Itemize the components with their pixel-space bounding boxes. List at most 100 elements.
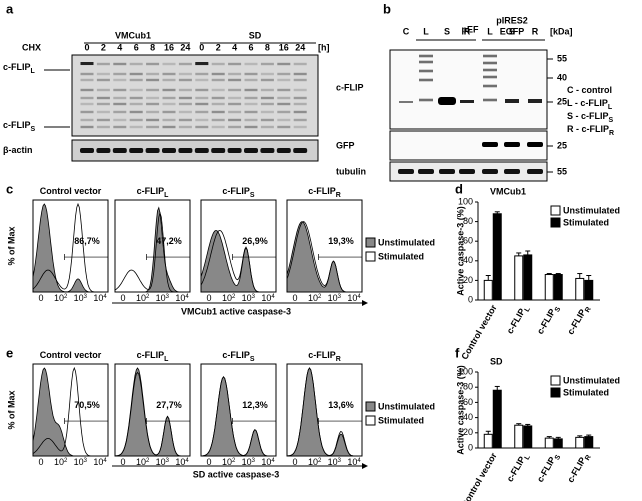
band (162, 125, 176, 129)
histogram-title-sub: R (336, 356, 341, 363)
x-tick-label-main: 0 (292, 293, 297, 303)
band (293, 88, 307, 92)
legend-entry-main: C - control (567, 85, 612, 95)
bar (544, 437, 554, 449)
band (96, 125, 110, 129)
histogram-curve (32, 202, 108, 293)
y-tick-label: 40 (463, 255, 473, 265)
x-tick-label-main: c-FLIP (505, 455, 527, 484)
band (112, 148, 127, 153)
band (228, 62, 242, 66)
x-tick-label-sup: 4 (103, 458, 107, 464)
histogram-title-sub: L (164, 192, 169, 199)
band (277, 72, 291, 76)
band (146, 62, 160, 66)
band (195, 78, 209, 82)
band (96, 78, 110, 82)
band (113, 78, 127, 82)
bar (584, 436, 594, 449)
legend-label: Stimulated (563, 217, 609, 227)
x-tick-label: 102 (308, 293, 322, 303)
histogram-title-main: c-FLIP (222, 350, 250, 360)
legend-label: Unstimulated (378, 237, 435, 247)
band (277, 78, 291, 82)
x-tick-label-sup: 4 (271, 294, 275, 300)
histogram-title-main: c-FLIP (137, 350, 165, 360)
panel-label: f (455, 345, 460, 360)
band (178, 118, 192, 122)
band (504, 169, 520, 174)
band (129, 72, 143, 76)
x-tick-label: 104 (261, 457, 275, 467)
error-bar (525, 423, 531, 426)
marker-label: 25 (557, 96, 567, 106)
gate-percent: 27,7% (156, 400, 182, 410)
band (438, 97, 456, 105)
band (228, 110, 242, 114)
legend-entry-main: S - c-FLIP (567, 111, 609, 121)
band (260, 118, 274, 122)
band (482, 142, 498, 147)
histogram-curve (286, 221, 362, 293)
x-tick-label-main: 10 (93, 293, 103, 303)
x-tick-label: c-FLIPS (535, 303, 562, 338)
x-tick-label-main: 10 (222, 457, 232, 467)
band (178, 78, 192, 82)
x-tick-label: 102 (136, 293, 150, 303)
band (129, 110, 143, 114)
band (211, 118, 225, 122)
band (293, 148, 308, 153)
x-tick-label-sub: R (585, 454, 594, 462)
time-label: 2 (101, 42, 106, 52)
x-tick-label: c-FLIPL (505, 303, 532, 338)
histogram-curve (32, 366, 108, 457)
row-label: β-actin (3, 145, 33, 155)
time-label: 8 (265, 42, 270, 52)
unit-label: [h] (318, 42, 330, 52)
legend-label: Unstimulated (378, 401, 435, 411)
error-bar (485, 430, 491, 435)
row-label-main: β-actin (3, 145, 33, 155)
band (113, 102, 127, 106)
x-tick-label-main: 10 (328, 457, 338, 467)
x-tick-label-sup: 4 (185, 294, 189, 300)
band (113, 88, 127, 92)
marker-label: 55 (557, 53, 567, 63)
band (178, 62, 192, 66)
band (228, 102, 242, 106)
band (260, 148, 275, 153)
band (293, 110, 307, 114)
band (483, 61, 497, 65)
time-label: 2 (216, 42, 221, 52)
band (195, 125, 209, 129)
histogram-curve (286, 367, 362, 457)
histogram-title-main: c-FLIP (308, 186, 336, 196)
band (129, 148, 144, 153)
band (419, 78, 433, 82)
band (129, 118, 143, 122)
time-label: 4 (117, 42, 122, 52)
x-tick-label: 104 (93, 293, 107, 303)
band (228, 118, 242, 122)
band (211, 96, 225, 100)
row-label-sub: S (31, 126, 36, 133)
band (277, 118, 291, 122)
band (96, 62, 110, 66)
band (195, 102, 209, 106)
band (195, 96, 209, 100)
x-tick-label-main: 10 (242, 457, 252, 467)
y-axis-label: % of Max (6, 390, 16, 429)
bar (492, 389, 502, 449)
legend-entry-main: L - c-FLIP (567, 98, 608, 108)
band (129, 125, 143, 129)
legend-label: Stimulated (378, 251, 424, 261)
band (419, 54, 433, 58)
x-tick-label-sup: 4 (185, 458, 189, 464)
band (244, 102, 258, 106)
x-tick-label-main: 10 (347, 293, 357, 303)
x-tick-label-main: 10 (328, 293, 338, 303)
y-tick-label: 100 (458, 366, 473, 376)
error-bar (516, 423, 522, 426)
y-tick-label: 20 (463, 427, 473, 437)
